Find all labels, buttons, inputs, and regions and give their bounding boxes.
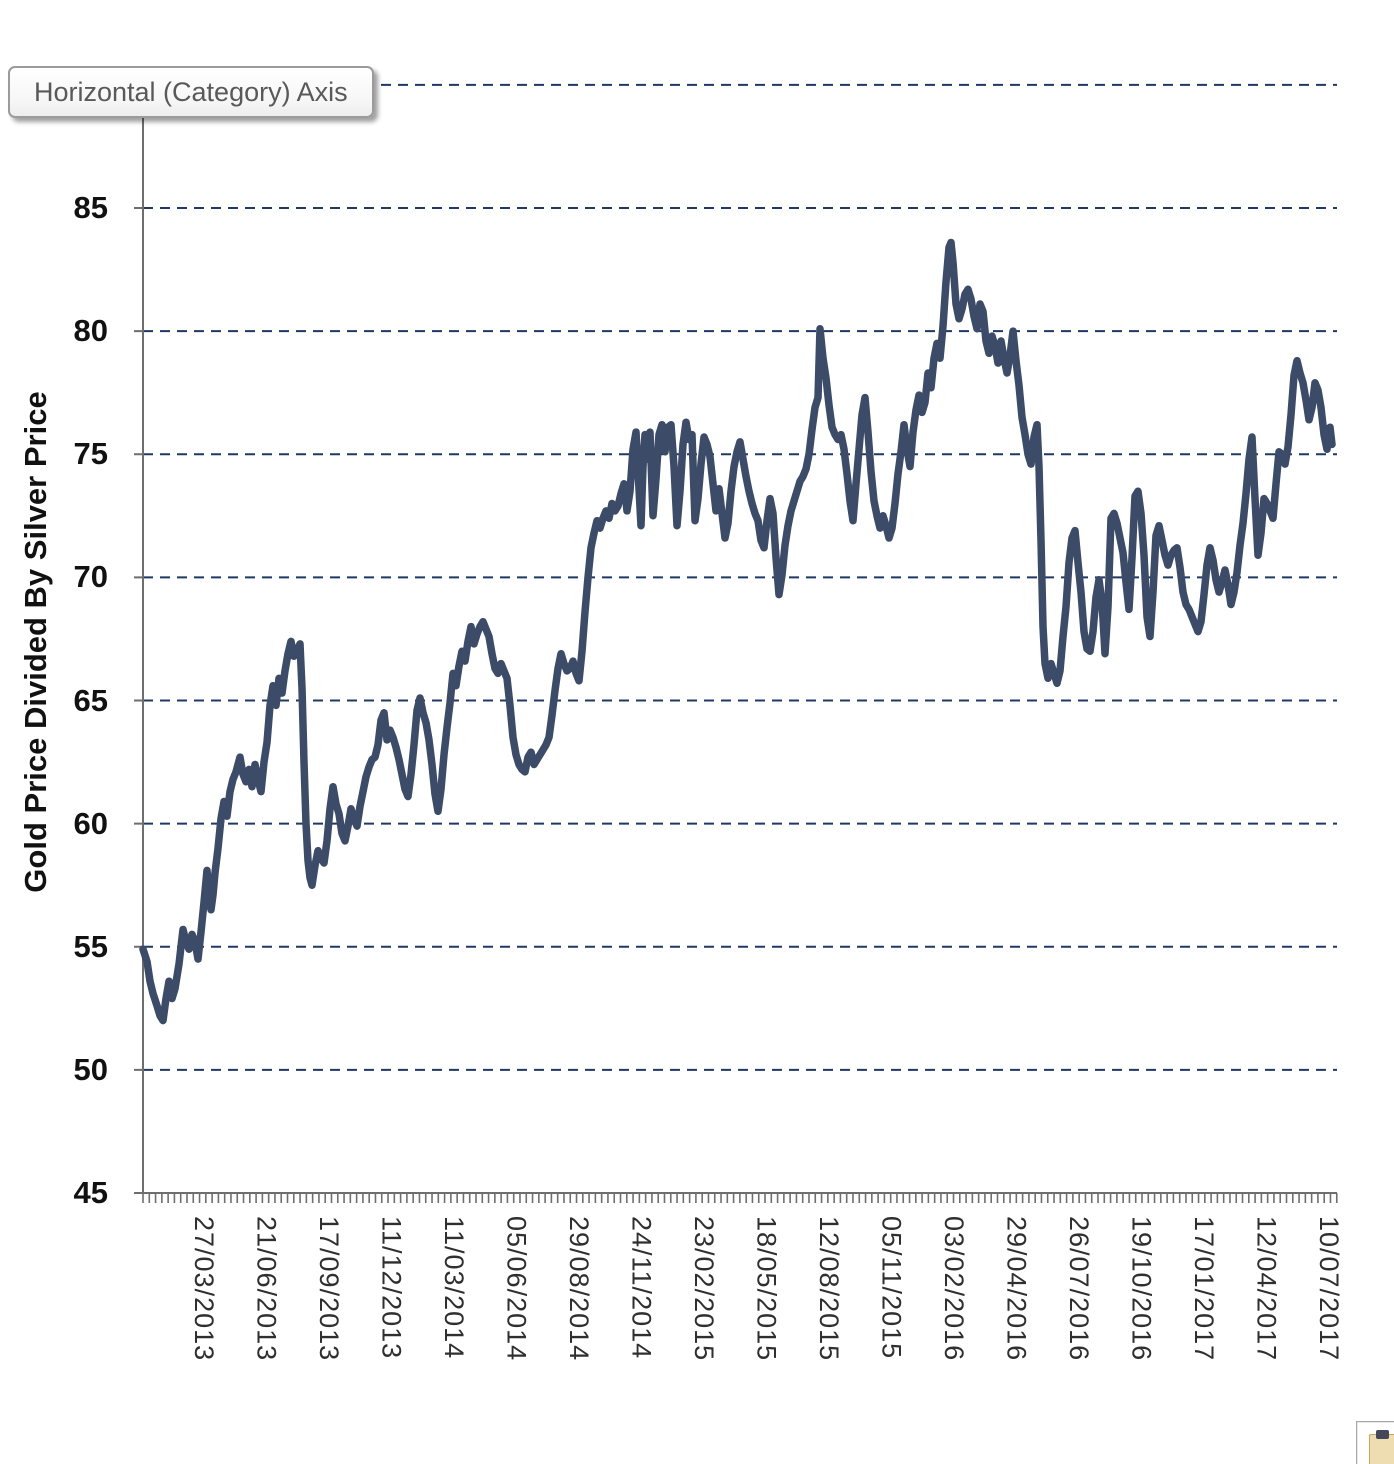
y-axis-label[interactable]: 60 [73, 805, 108, 841]
x-axis-label[interactable]: 11/03/2014 [439, 1216, 469, 1360]
x-axis-label[interactable]: 11/12/2013 [376, 1216, 407, 1360]
y-axis-label[interactable]: 85 [73, 190, 108, 225]
x-axis-label[interactable]: 24/11/2014 [626, 1216, 657, 1360]
clipboard-clip-icon [1376, 1430, 1389, 1439]
axis-hover-tooltip: Horizontal (Category) Axis [8, 66, 374, 118]
x-axis-label[interactable]: 29/04/2016 [1001, 1216, 1032, 1362]
x-axis-label[interactable]: 12/08/2015 [814, 1216, 844, 1362]
y-axis-label[interactable]: 55 [73, 928, 108, 964]
y-axis-label[interactable]: 70 [73, 559, 108, 595]
x-axis-label[interactable]: 10/07/2017 [1314, 1216, 1344, 1362]
x-axis-label[interactable]: 12/04/2017 [1251, 1216, 1282, 1362]
y-axis-label[interactable]: 50 [73, 1051, 108, 1087]
x-axis-label[interactable]: 05/06/2014 [501, 1216, 532, 1362]
clipboard-icon [1369, 1430, 1394, 1464]
x-axis-label[interactable]: 21/06/2013 [251, 1216, 282, 1362]
x-axis-label[interactable]: 26/07/2016 [1064, 1216, 1094, 1362]
tooltip-label: Horizontal (Category) Axis [34, 76, 348, 107]
y-axis-label[interactable]: 80 [73, 313, 108, 349]
x-axis-label[interactable]: 29/08/2014 [564, 1216, 594, 1362]
x-axis-label[interactable]: 18/05/2015 [751, 1216, 782, 1362]
x-axis-label[interactable]: 05/11/2015 [876, 1216, 907, 1360]
y-axis-title[interactable]: Gold Price Divided By Silver Price [18, 391, 53, 893]
x-axis-label[interactable]: 17/01/2017 [1189, 1216, 1219, 1362]
paste-options-button[interactable] [1356, 1421, 1394, 1464]
x-axis-label[interactable]: 27/03/2013 [189, 1216, 219, 1362]
ratio-series-line[interactable] [139, 238, 1336, 1025]
x-axis-label[interactable]: 23/02/2015 [689, 1216, 719, 1362]
x-axis-label[interactable]: 17/09/2013 [314, 1216, 344, 1362]
y-axis-label[interactable]: 45 [73, 1175, 108, 1210]
y-axis-label[interactable]: 75 [73, 436, 108, 472]
x-axis-label[interactable]: 03/02/2016 [939, 1216, 969, 1362]
y-axis-label[interactable]: 65 [73, 682, 108, 718]
x-axis-label[interactable]: 19/10/2016 [1126, 1216, 1157, 1362]
